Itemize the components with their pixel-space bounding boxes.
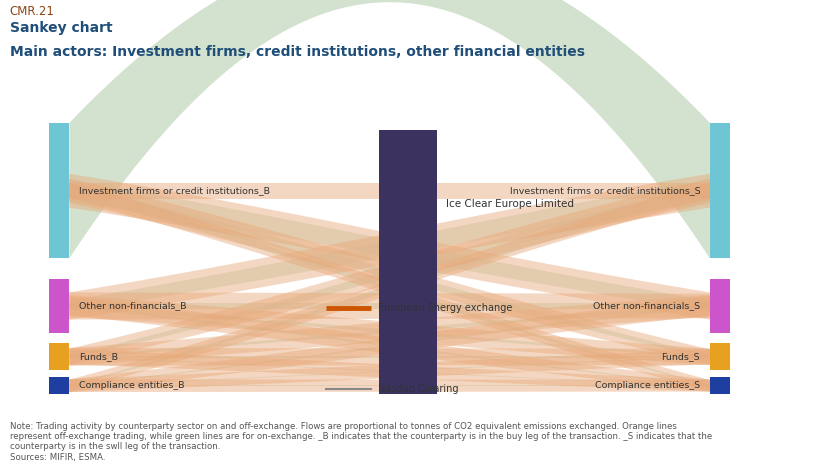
Bar	[49, 343, 69, 370]
Text: Funds_B: Funds_B	[79, 352, 118, 361]
Polygon shape	[69, 180, 710, 311]
Polygon shape	[69, 180, 710, 311]
Polygon shape	[69, 174, 710, 319]
Polygon shape	[69, 356, 710, 386]
Polygon shape	[69, 292, 710, 319]
Bar	[710, 377, 730, 394]
Polygon shape	[69, 296, 710, 392]
Bar	[710, 343, 730, 370]
Polygon shape	[69, 379, 710, 392]
Polygon shape	[69, 348, 710, 365]
Polygon shape	[69, 304, 710, 386]
Polygon shape	[69, 356, 710, 386]
Polygon shape	[69, 184, 710, 358]
Polygon shape	[69, 295, 710, 365]
Text: Investment firms or credit institutions_S: Investment firms or credit institutions_…	[509, 186, 700, 195]
Text: Note: Trading activity by counterparty sector on and off-exchange. Flows are pro: Note: Trading activity by counterparty s…	[10, 422, 712, 462]
Polygon shape	[69, 179, 710, 365]
Bar	[49, 377, 69, 394]
Polygon shape	[69, 187, 710, 386]
Polygon shape	[69, 179, 710, 364]
Text: Ice Clear Europe Limited: Ice Clear Europe Limited	[446, 199, 574, 209]
Polygon shape	[69, 174, 710, 319]
Text: Compliance entities_S: Compliance entities_S	[595, 381, 700, 390]
Polygon shape	[69, 0, 710, 259]
Polygon shape	[69, 349, 710, 391]
Polygon shape	[69, 304, 710, 358]
Bar	[49, 123, 69, 259]
Bar	[710, 123, 730, 259]
Polygon shape	[69, 296, 710, 391]
Polygon shape	[69, 349, 710, 392]
Text: Compliance entities_B: Compliance entities_B	[79, 381, 184, 390]
Polygon shape	[69, 303, 710, 309]
Polygon shape	[69, 183, 710, 391]
Polygon shape	[69, 183, 710, 391]
Polygon shape	[69, 183, 710, 199]
Text: Other non-financials_S: Other non-financials_S	[593, 301, 700, 310]
Polygon shape	[69, 184, 710, 358]
Polygon shape	[69, 304, 710, 386]
Bar	[710, 279, 730, 333]
Text: European Energy exchange: European Energy exchange	[378, 303, 512, 313]
Polygon shape	[69, 356, 710, 357]
Bar	[379, 130, 437, 394]
Text: Nasdaq Clearing: Nasdaq Clearing	[378, 384, 459, 394]
Polygon shape	[69, 385, 710, 386]
Text: Investment firms or credit institutions_B: Investment firms or credit institutions_…	[79, 186, 270, 195]
Bar	[49, 279, 69, 333]
Polygon shape	[69, 295, 710, 365]
Text: Other non-financials_B: Other non-financials_B	[79, 301, 187, 310]
Polygon shape	[69, 304, 710, 358]
Polygon shape	[69, 185, 710, 386]
Text: Main actors: Investment firms, credit institutions, other financial entities: Main actors: Investment firms, credit in…	[10, 45, 585, 59]
Text: Sankey chart: Sankey chart	[10, 21, 113, 35]
Text: CMR.21: CMR.21	[10, 5, 55, 18]
Text: Funds_S: Funds_S	[662, 352, 700, 361]
